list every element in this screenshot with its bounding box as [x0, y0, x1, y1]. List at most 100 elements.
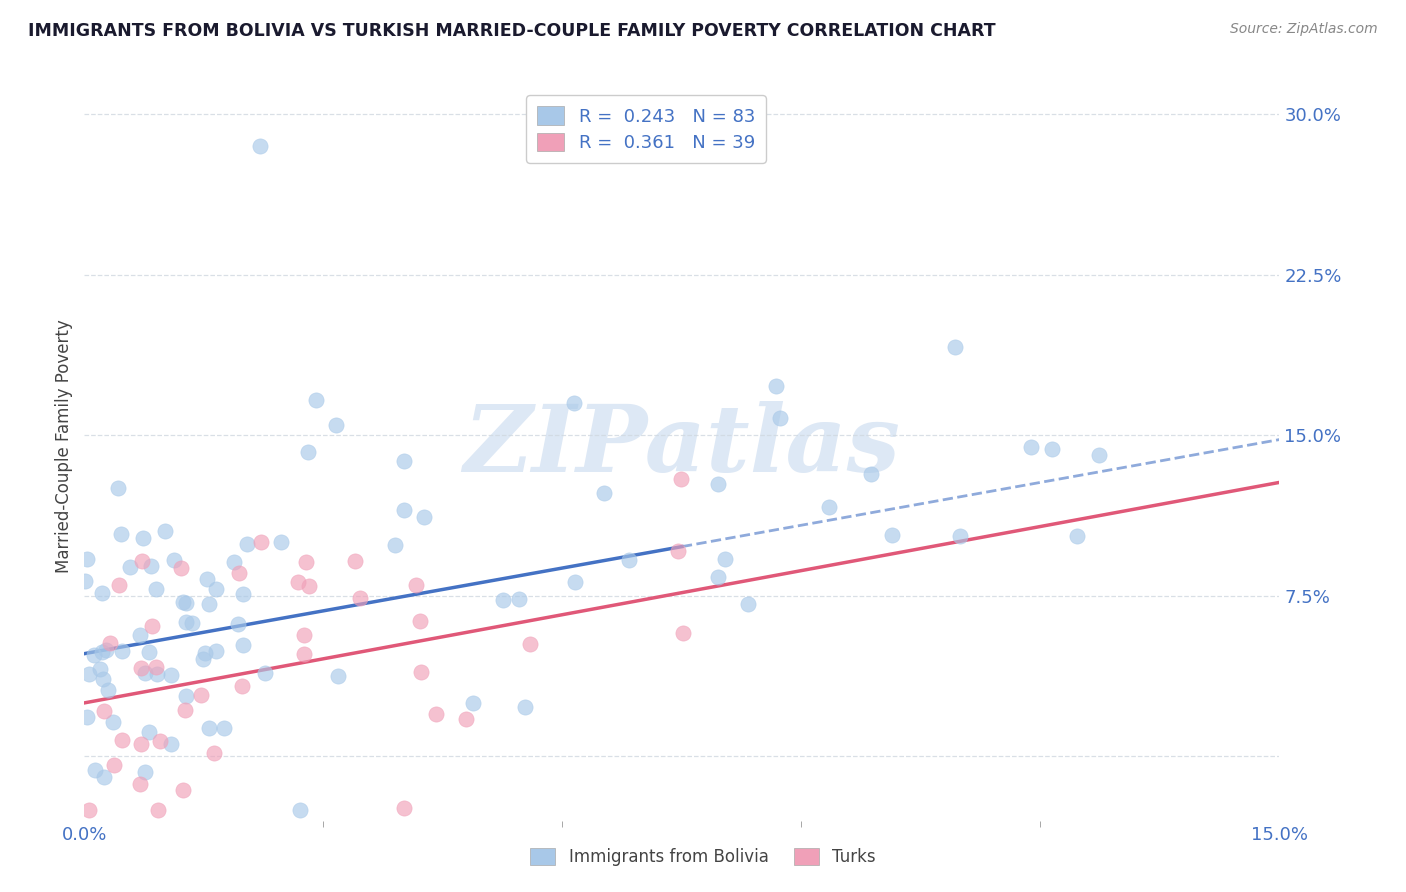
Point — [146, 666, 169, 681]
Point — [222, 555, 245, 569]
Point — [111, 733, 134, 747]
Point — [139, 559, 162, 574]
Point — [349, 591, 371, 605]
Point — [131, 554, 153, 568]
Point — [305, 392, 328, 407]
Point — [232, 638, 254, 652]
Point — [232, 586, 254, 600]
Point — [392, 502, 415, 516]
Point — [96, 643, 118, 657]
Legend: R =  0.243   N = 83, R =  0.361   N = 39: R = 0.243 N = 83, R = 0.361 N = 39 — [526, 95, 766, 163]
Point — [461, 696, 484, 710]
Point — [292, 627, 315, 641]
Point — [160, 668, 183, 682]
Point — [326, 669, 349, 683]
Point — [769, 411, 792, 425]
Point — [297, 445, 319, 459]
Point — [228, 616, 250, 631]
Point — [149, 734, 172, 748]
Point — [1042, 442, 1064, 456]
Point — [172, 782, 194, 797]
Point — [249, 534, 271, 549]
Point — [84, 763, 107, 777]
Point — [411, 665, 433, 680]
Y-axis label: Married-Couple Family Poverty: Married-Couple Family Poverty — [55, 319, 73, 573]
Point — [134, 665, 156, 680]
Point — [228, 566, 250, 580]
Point — [174, 689, 197, 703]
Point — [454, 712, 477, 726]
Point — [409, 615, 432, 629]
Point — [671, 625, 693, 640]
Point — [93, 705, 115, 719]
Point — [174, 596, 197, 610]
Point — [176, 615, 198, 629]
Point — [195, 573, 218, 587]
Point — [128, 627, 150, 641]
Point — [714, 552, 737, 566]
Point — [98, 636, 121, 650]
Point — [79, 803, 101, 817]
Point — [294, 556, 316, 570]
Point — [76, 710, 98, 724]
Point — [405, 578, 427, 592]
Point — [145, 660, 167, 674]
Point — [134, 764, 156, 779]
Text: ZIPatlas: ZIPatlas — [464, 401, 900, 491]
Point — [412, 509, 434, 524]
Point — [817, 500, 839, 515]
Point — [79, 667, 101, 681]
Point — [91, 672, 114, 686]
Point — [194, 646, 217, 660]
Point — [145, 582, 167, 596]
Point — [253, 666, 276, 681]
Point — [141, 618, 163, 632]
Point — [129, 737, 152, 751]
Point — [128, 777, 150, 791]
Point — [765, 379, 787, 393]
Point — [191, 652, 214, 666]
Point — [249, 139, 271, 153]
Point — [425, 707, 447, 722]
Point — [205, 644, 228, 658]
Point — [562, 396, 585, 410]
Point — [288, 803, 311, 817]
Text: Source: ZipAtlas.com: Source: ZipAtlas.com — [1230, 22, 1378, 37]
Point — [298, 579, 321, 593]
Point — [292, 647, 315, 661]
Point — [1087, 448, 1109, 462]
Point — [91, 645, 114, 659]
Point — [564, 575, 586, 590]
Point — [737, 597, 759, 611]
Point — [287, 574, 309, 589]
Point — [392, 454, 415, 468]
Point — [236, 537, 259, 551]
Point — [943, 340, 966, 354]
Point — [519, 637, 541, 651]
Point — [190, 688, 212, 702]
Point — [160, 737, 183, 751]
Point — [89, 662, 111, 676]
Point — [198, 597, 221, 611]
Point — [270, 534, 292, 549]
Point — [669, 472, 692, 486]
Point — [666, 544, 689, 558]
Point — [110, 526, 132, 541]
Point — [97, 683, 120, 698]
Point — [83, 648, 105, 663]
Point — [202, 746, 225, 760]
Point — [173, 702, 195, 716]
Point — [170, 561, 193, 575]
Point — [707, 570, 730, 584]
Point — [76, 551, 98, 566]
Point — [172, 595, 194, 609]
Point — [513, 699, 536, 714]
Point — [153, 524, 176, 538]
Point — [1066, 528, 1088, 542]
Point — [198, 722, 221, 736]
Legend: Immigrants from Bolivia, Turks: Immigrants from Bolivia, Turks — [522, 840, 884, 875]
Point — [508, 591, 530, 606]
Point — [231, 679, 253, 693]
Point — [1019, 441, 1042, 455]
Point — [882, 527, 904, 541]
